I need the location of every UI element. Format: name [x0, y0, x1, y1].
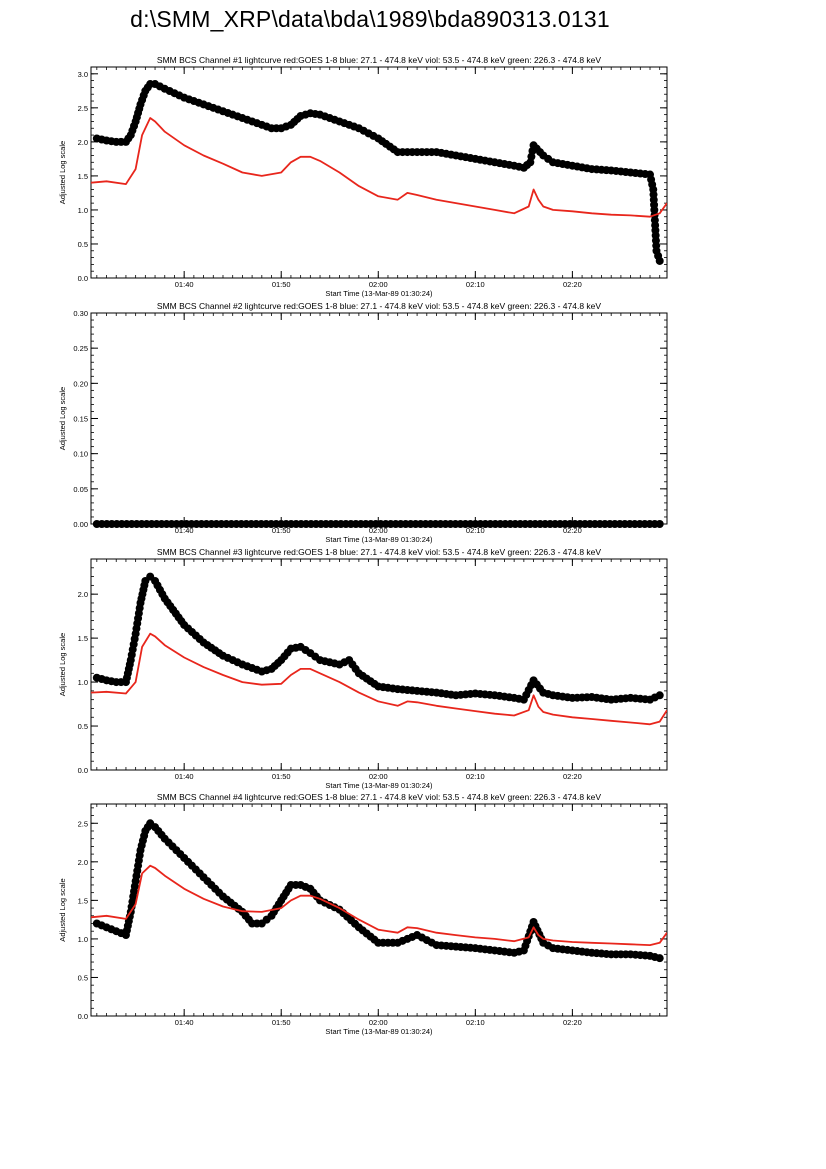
chart-panel-2: SMM BCS Channel #2 lightcurve red:GOES 1…: [58, 301, 668, 544]
y-tick-label: 0.10: [73, 450, 88, 459]
series-bcs: [92, 80, 664, 265]
y-tick-label: 3.0: [78, 70, 88, 79]
y-axis-label: Adjusted Log scale: [58, 141, 67, 204]
goes-line: [91, 632, 667, 726]
y-tick-label: 2.5: [78, 104, 88, 113]
y-tick-label: 0.00: [73, 520, 88, 529]
x-tick-label: 02:00: [369, 772, 388, 781]
chart-panel-3: SMM BCS Channel #3 lightcurve red:GOES 1…: [58, 547, 668, 790]
x-tick-label: 02:20: [563, 526, 582, 535]
y-tick-label: 0.5: [78, 240, 88, 249]
panel-title: SMM BCS Channel #2 lightcurve red:GOES 1…: [157, 301, 601, 311]
x-tick-label: 01:50: [272, 526, 291, 535]
y-tick-label: 0.0: [78, 766, 88, 775]
series-goes-1-8: [91, 864, 667, 946]
plot-frame: [90, 312, 668, 525]
plot-frame: [90, 803, 668, 1017]
x-tick-label: 01:40: [175, 526, 194, 535]
y-tick-label: 0.05: [73, 485, 88, 494]
x-tick-label: 02:20: [563, 1018, 582, 1027]
y-axis-label: Adjusted Log scale: [58, 633, 67, 696]
y-tick-label: 2.0: [78, 138, 88, 147]
y-tick-label: 1.5: [78, 634, 88, 643]
x-tick-label: 02:10: [466, 526, 485, 535]
x-axis-label: Start Time (13-Mar-89 01:30:24): [325, 1027, 433, 1036]
x-axis-label: Start Time (13-Mar-89 01:30:24): [325, 781, 433, 790]
y-tick-label: 0.20: [73, 379, 88, 388]
y-tick-label: 1.0: [78, 206, 88, 215]
panel-title: SMM BCS Channel #3 lightcurve red:GOES 1…: [157, 547, 601, 557]
y-tick-label: 1.5: [78, 896, 88, 905]
panel-title: SMM BCS Channel #1 lightcurve red:GOES 1…: [157, 55, 601, 65]
y-tick-label: 2.0: [78, 590, 88, 599]
bcs-point: [655, 691, 664, 700]
x-tick-label: 01:50: [272, 772, 291, 781]
x-tick-label: 01:50: [272, 1018, 291, 1027]
x-tick-label: 02:20: [563, 280, 582, 289]
y-tick-label: 0.30: [73, 309, 88, 318]
y-tick-label: 0.25: [73, 344, 88, 353]
series-goes-1-8: [91, 632, 667, 726]
chart-panel-4: SMM BCS Channel #4 lightcurve red:GOES 1…: [58, 792, 668, 1036]
y-tick-label: 1.0: [78, 678, 88, 687]
x-tick-label: 01:40: [175, 772, 194, 781]
bcs-point: [655, 954, 664, 963]
y-axis-label: Adjusted Log scale: [58, 387, 67, 450]
y-tick-label: 0.5: [78, 722, 88, 731]
series-goes-1-8: [91, 117, 667, 218]
y-tick-label: 0.5: [78, 973, 88, 982]
x-tick-label: 02:10: [466, 280, 485, 289]
x-tick-label: 01:50: [272, 280, 291, 289]
x-tick-label: 02:10: [466, 1018, 485, 1027]
y-tick-label: 2.0: [78, 858, 88, 867]
series-bcs: [92, 819, 664, 963]
goes-line: [91, 117, 667, 218]
x-tick-label: 02:20: [563, 772, 582, 781]
x-axis-label: Start Time (13-Mar-89 01:30:24): [325, 289, 433, 298]
series-bcs: [92, 520, 664, 528]
plot-frame: [90, 558, 668, 771]
chart-panel-1: SMM BCS Channel #1 lightcurve red:GOES 1…: [58, 55, 668, 298]
y-tick-label: 0.0: [78, 274, 88, 283]
goes-line: [91, 864, 667, 946]
x-tick-label: 02:00: [369, 526, 388, 535]
y-tick-label: 1.0: [78, 935, 88, 944]
x-tick-label: 02:10: [466, 772, 485, 781]
y-tick-label: 0.15: [73, 415, 88, 424]
y-tick-label: 0.0: [78, 1012, 88, 1021]
plot-frame: [90, 66, 668, 279]
y-tick-label: 1.5: [78, 172, 88, 181]
page-title: d:\SMM_XRP\data\bda\1989\bda890313.0131: [130, 6, 610, 32]
x-axis-label: Start Time (13-Mar-89 01:30:24): [325, 535, 433, 544]
x-tick-label: 01:40: [175, 1018, 194, 1027]
panel-title: SMM BCS Channel #4 lightcurve red:GOES 1…: [157, 792, 601, 802]
y-axis-label: Adjusted Log scale: [58, 878, 67, 941]
bcs-point: [655, 256, 664, 265]
bcs-point: [655, 520, 664, 528]
series-bcs: [92, 572, 664, 704]
x-tick-label: 02:00: [369, 280, 388, 289]
x-tick-label: 02:00: [369, 1018, 388, 1027]
y-tick-label: 2.5: [78, 819, 88, 828]
x-tick-label: 01:40: [175, 280, 194, 289]
